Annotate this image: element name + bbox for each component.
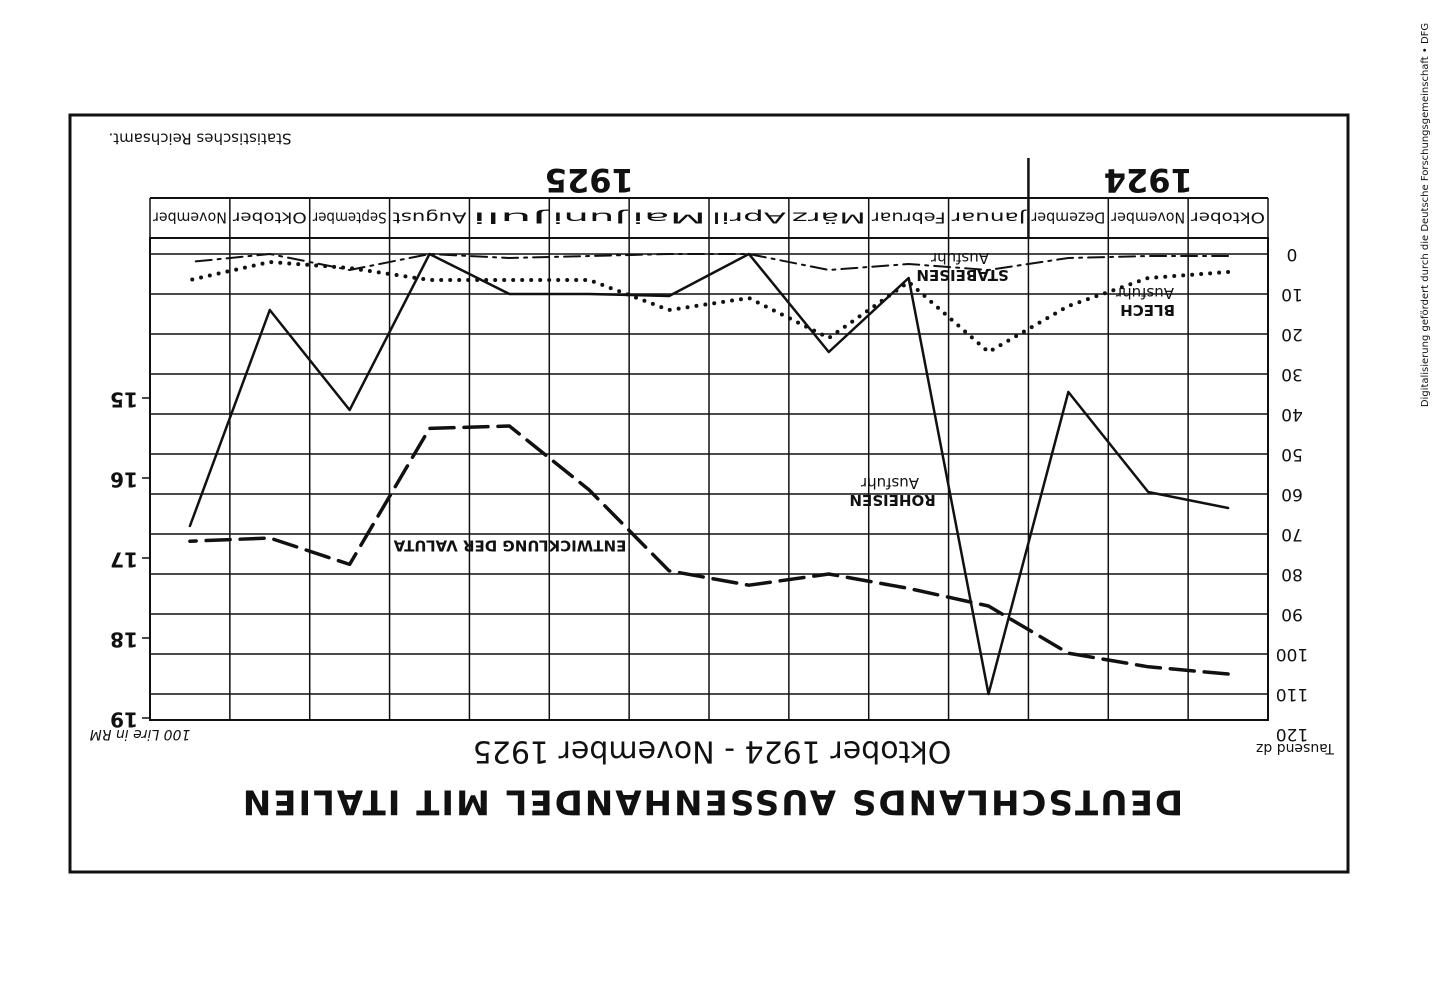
x-tick-label: November	[1111, 209, 1186, 227]
series-line	[187, 260, 1231, 354]
y-tick-label: 100	[1276, 644, 1308, 664]
x-tick-label: Oktober	[1190, 209, 1265, 227]
series-label: BLECH Ausfuhr	[1115, 285, 1175, 320]
y-tick-label: 40	[1281, 404, 1303, 424]
x-tick-label: Dezember	[1031, 209, 1106, 227]
chart-title: DEUTSCHLANDS AUSSENHANDEL MIT ITALIEN	[241, 782, 1183, 822]
series-line	[188, 252, 1230, 696]
series-line	[188, 253, 1230, 271]
y2-tick-label: 15	[110, 388, 138, 412]
chart: DEUTSCHLANDS AUSSENHANDEL MIT ITALIEN Ok…	[68, 113, 1350, 874]
y-tick-label: 70	[1281, 524, 1303, 544]
y-axis-label: Tausend dz	[1256, 740, 1335, 756]
y2-tick-label: 19	[110, 708, 138, 732]
series-label: STABEISEN Ausfuhr	[911, 250, 1009, 285]
y-tick-label: 110	[1276, 684, 1308, 704]
y-tick-label: 80	[1281, 564, 1303, 584]
y-tick-label: 10	[1281, 284, 1303, 304]
year-label: 1924	[1104, 161, 1193, 199]
y-tick-label: 90	[1281, 604, 1303, 624]
x-tick-label: August	[392, 209, 466, 227]
x-tick-label: Februar	[871, 209, 946, 227]
x-tick-label: September	[312, 209, 387, 227]
series-line	[188, 424, 1230, 676]
x-tick-label: Oktober	[232, 209, 307, 227]
y-tick-label: 30	[1281, 364, 1303, 384]
x-tick-label: November	[152, 209, 227, 227]
watermark: Digitalisierung gefördert durch die Deut…	[1420, 23, 1431, 407]
y-tick-label: 50	[1281, 444, 1303, 464]
chart-subtitle: Oktober 1924 - November 1925	[473, 734, 952, 769]
y2-axis-label: 100 Lire in RM	[90, 726, 191, 742]
y-tick-label: 120	[1276, 724, 1308, 744]
source: Statistisches Reichsamt.	[108, 130, 291, 148]
x-tick-label: Mai	[632, 209, 706, 227]
y-tick-label: 0	[1287, 244, 1298, 264]
series-label: ROHEISEN Ausfuhr	[844, 475, 936, 510]
x-tick-label: März	[792, 209, 866, 227]
frame	[68, 113, 1350, 874]
x-tick-label: Januar	[950, 209, 1027, 227]
x-tick-label: Juni	[552, 209, 629, 227]
year-label: 1925	[545, 161, 634, 199]
y2-tick-label: 16	[110, 468, 138, 492]
y2-tick-label: 17	[110, 548, 138, 572]
y-tick-label: 20	[1281, 324, 1303, 344]
x-tick-label: April	[712, 209, 786, 227]
y2-tick-label: 18	[110, 628, 138, 652]
y-tick-label: 60	[1281, 484, 1303, 504]
series-label: ENTWICKLUNG DER VALUTA	[393, 537, 626, 555]
x-tick-label: Juli	[472, 209, 549, 227]
